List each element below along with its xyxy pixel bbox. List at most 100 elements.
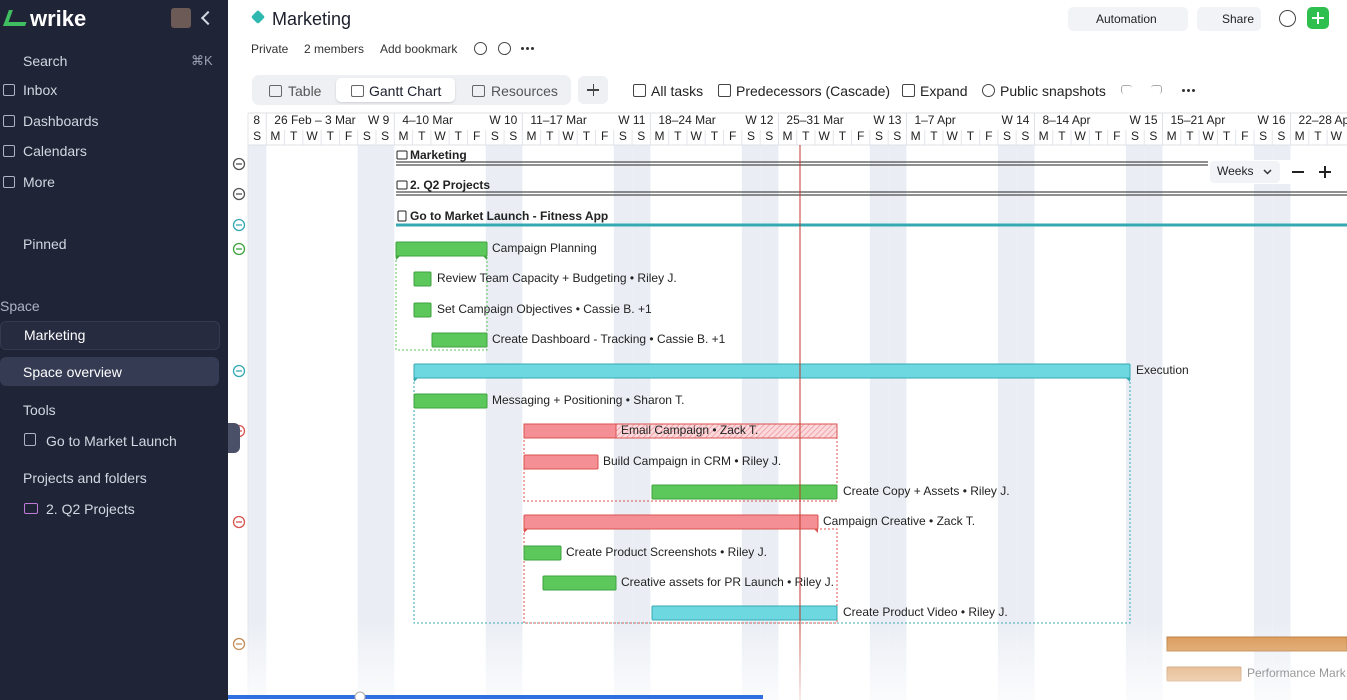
task-bar — [413, 393, 488, 409]
day-label: F — [1113, 129, 1120, 143]
day-label: M — [1039, 129, 1049, 143]
more-dot — [1182, 89, 1185, 92]
day-label: W — [1075, 129, 1087, 143]
day-label: W — [1331, 129, 1343, 143]
day-label: F — [345, 129, 352, 143]
day-label: S — [1259, 129, 1267, 143]
projects-heading[interactable]: Projects and folders — [23, 470, 147, 486]
nav-item[interactable]: Inbox — [23, 82, 58, 98]
folder-icon — [24, 503, 38, 514]
toolbar-icon — [902, 84, 915, 97]
video-scrubber — [354, 691, 366, 700]
row-label: Go to Market Launch - Fitness App — [410, 209, 608, 223]
nav-item[interactable]: Dashboards — [23, 113, 99, 129]
view-tab[interactable]: Resources — [491, 83, 558, 99]
view-tab[interactable]: Gantt Chart — [369, 83, 442, 99]
day-label: S — [253, 129, 261, 143]
view-tab[interactable]: Table — [288, 83, 322, 99]
day-label: F — [601, 129, 608, 143]
day-label: S — [637, 129, 645, 143]
space-selector[interactable] — [0, 321, 220, 350]
day-label: S — [363, 129, 371, 143]
task-bar — [431, 332, 488, 348]
week-number: W 15 — [1129, 113, 1157, 127]
day-label: S — [893, 129, 901, 143]
undo-icon[interactable] — [1121, 85, 1132, 94]
nav-icon — [3, 84, 15, 96]
weekend-column — [632, 145, 651, 700]
day-label: W — [562, 129, 574, 143]
space-overview[interactable]: Space overview — [23, 364, 122, 380]
day-label: W — [306, 129, 318, 143]
row-label: Execution — [1136, 363, 1189, 377]
day-label: T — [967, 129, 975, 143]
day-label: T — [711, 129, 719, 143]
nav-icon — [3, 176, 15, 188]
day-label: S — [1277, 129, 1285, 143]
more-dot — [526, 47, 529, 50]
weekend-column — [1016, 145, 1035, 700]
pinned[interactable]: Pinned — [23, 236, 67, 252]
row-label: Email Campaign • Zack T. — [621, 423, 758, 437]
day-label: S — [619, 129, 627, 143]
meta-item[interactable]: Add bookmark — [380, 42, 458, 56]
day-label: S — [875, 129, 883, 143]
row-label: Marketing — [410, 148, 467, 162]
toolbar-item[interactable]: Predecessors (Cascade) — [736, 83, 891, 99]
day-label: M — [1167, 129, 1177, 143]
more-dot — [531, 47, 534, 50]
search[interactable]: Search — [23, 53, 68, 69]
weekend-column — [1125, 145, 1145, 700]
day-label: S — [381, 129, 389, 143]
weekend-column — [504, 145, 523, 700]
day-label: M — [398, 129, 408, 143]
meta-item[interactable]: 2 members — [304, 42, 365, 56]
info-icon[interactable] — [498, 42, 511, 55]
day-label: T — [674, 129, 682, 143]
project-item[interactable]: 2. Q2 Projects — [46, 501, 135, 517]
tool-item[interactable]: Go to Market Launch — [46, 433, 177, 449]
avatar — [171, 8, 191, 28]
summary-bar — [395, 241, 488, 257]
scale-dropdown[interactable] — [1210, 161, 1280, 183]
collapse-button[interactable] — [200, 10, 216, 26]
day-label: W — [1203, 129, 1215, 143]
toolbar-item[interactable]: All tasks — [651, 83, 704, 99]
day-label: T — [327, 129, 335, 143]
redo-icon[interactable] — [1151, 85, 1162, 94]
day-label: M — [270, 129, 280, 143]
help-button[interactable] — [1279, 10, 1296, 27]
task-bar — [523, 545, 562, 561]
row-label: Creative assets for PR Launch • Riley J. — [621, 575, 834, 589]
nav-item[interactable]: More — [23, 174, 55, 190]
toolbar-item[interactable]: Expand — [920, 83, 968, 99]
day-label: T — [1223, 129, 1231, 143]
row-label: Create Copy + Assets • Riley J. — [843, 484, 1010, 498]
share-button[interactable] — [1197, 7, 1261, 31]
toolbar-item[interactable]: Public snapshots — [1000, 83, 1106, 99]
row-label: Create Product Screenshots • Riley J. — [566, 545, 767, 559]
weekend-column — [888, 145, 907, 700]
day-label: T — [1095, 129, 1103, 143]
day-label: F — [729, 129, 736, 143]
tools-heading[interactable]: Tools — [23, 402, 56, 418]
settings-icon[interactable] — [474, 42, 487, 55]
automation-button[interactable] — [1068, 7, 1188, 31]
page-title: Marketing — [272, 9, 352, 29]
nav-item[interactable]: Calendars — [23, 143, 87, 159]
space-overview-bg — [0, 357, 219, 386]
week-range: 1–7 Apr — [914, 113, 955, 127]
sidebar-handle[interactable] — [228, 423, 240, 453]
week-range: 15–21 Apr — [1171, 113, 1226, 127]
space-name[interactable]: Marketing — [24, 327, 86, 343]
week-number: W 14 — [1001, 113, 1029, 127]
summary-bar — [523, 514, 819, 530]
meta-item[interactable]: Private — [251, 42, 289, 56]
day-label: T — [418, 129, 426, 143]
search-shortcut: ⌘K — [191, 53, 213, 68]
weekend-column — [613, 145, 633, 700]
more-dot — [1187, 89, 1190, 92]
active-tab — [336, 78, 455, 102]
